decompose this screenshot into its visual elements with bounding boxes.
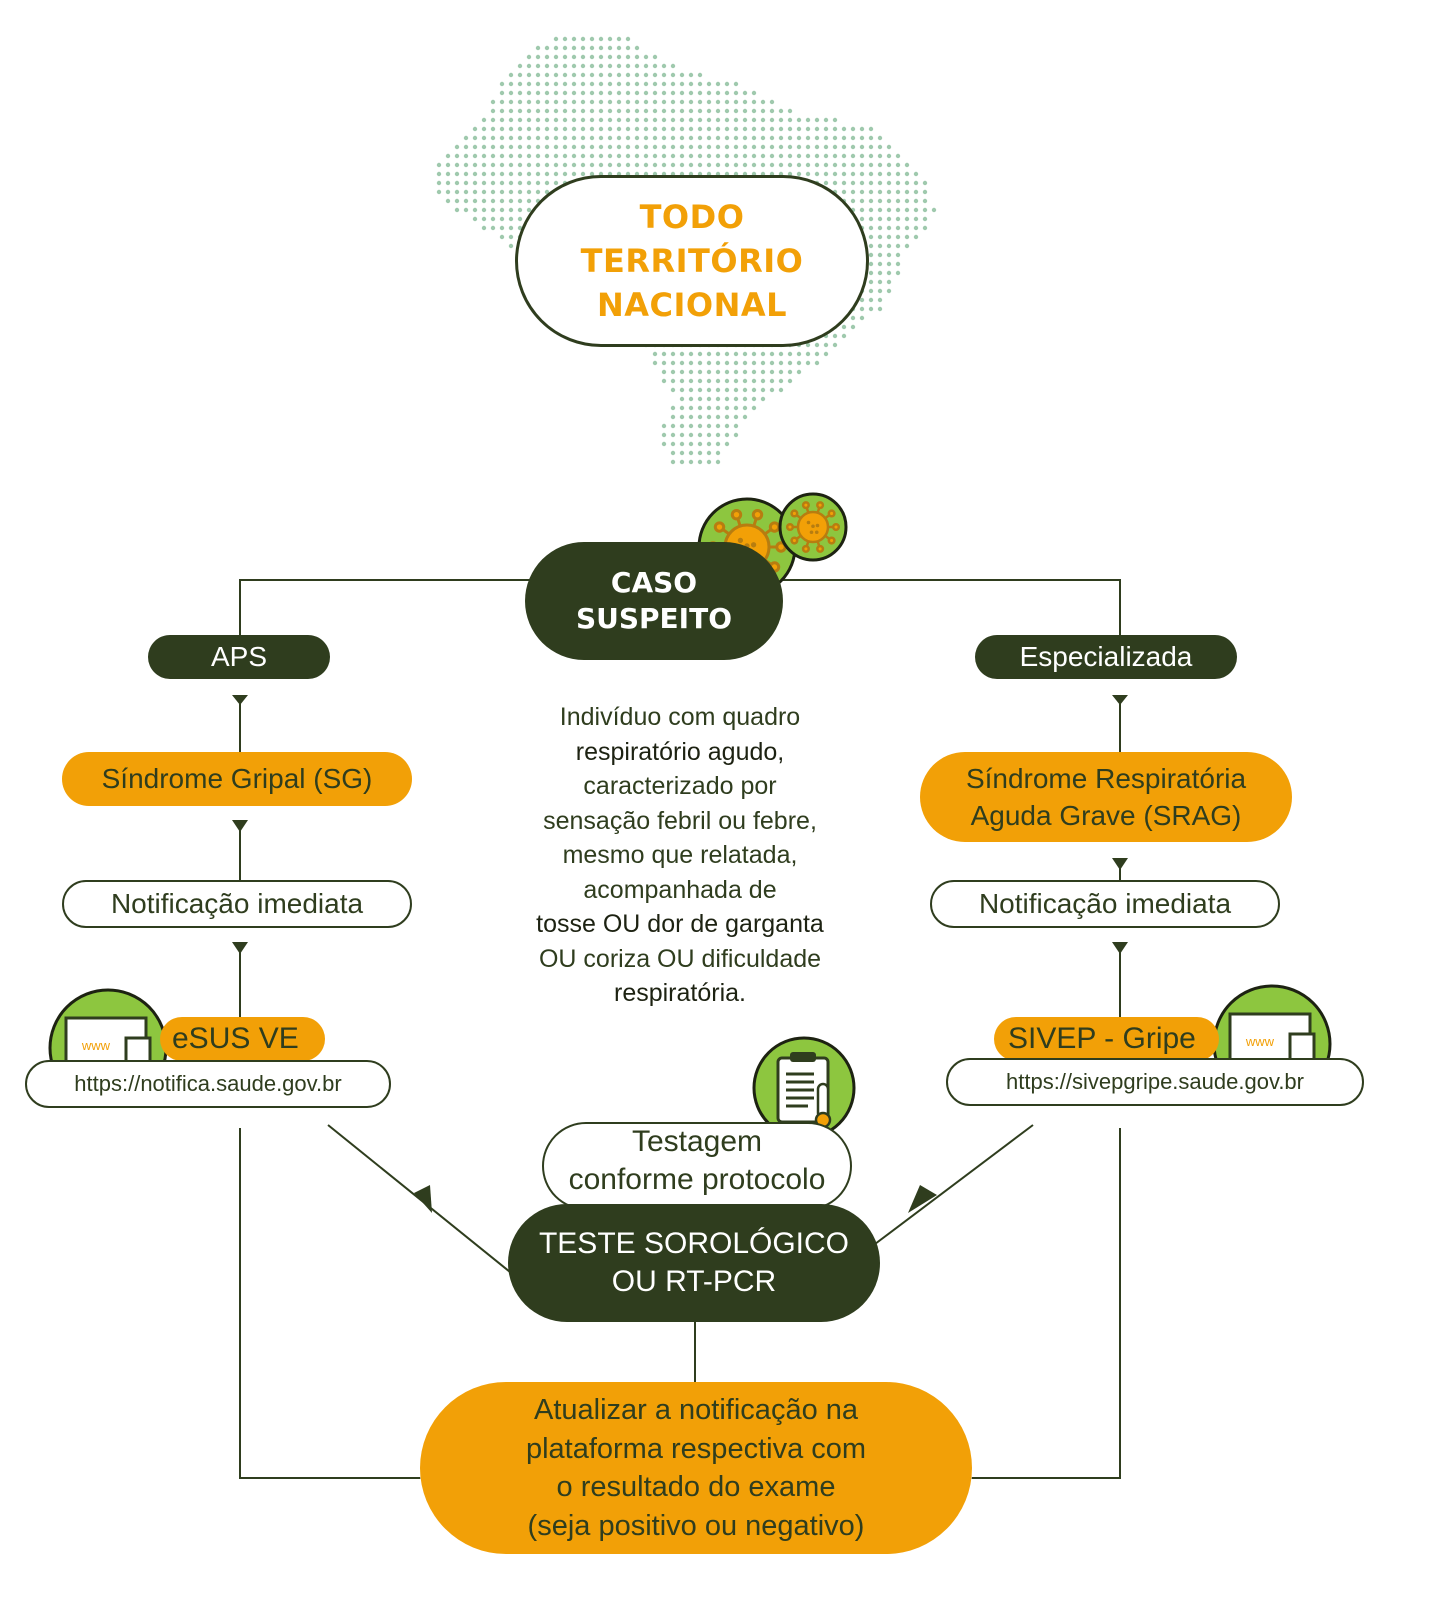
sivep-url-link[interactable]: https://sivepgripe.saude.gov.br [946,1058,1364,1106]
suspect-case-line: SUSPEITO [575,602,733,635]
title-line: NACIONAL [596,286,788,324]
definition-line: sensação febril ou febre, [543,806,817,835]
esus-url-link[interactable]: https://notifica.saude.gov.br [25,1060,391,1108]
srag-line: Síndrome Respiratória [965,763,1247,794]
definition-line: Indivíduo com quadro [559,703,801,731]
testing-line: Testagem [631,1125,763,1158]
update-line: Atualizar a notificação na [533,1394,859,1426]
title-badge: TODO TERRITÓRIO NACIONAL [515,175,869,347]
aps-branch-label: APS [148,635,330,679]
title-line: TERRITÓRIO [580,242,804,280]
testing-line: conforme protocolo [568,1163,826,1196]
right-notification-node: Notificação imediata [930,880,1280,928]
esus-ve-system-label: eSUS VE [160,1017,325,1061]
definition-line: mesmo que relatada, [562,841,798,869]
update-line: (seja positivo ou negativo) [527,1509,865,1542]
suspect-case-line: CASO [610,566,698,599]
suspect-case-definition: Indivíduo com quadro respiratório agudo,… [510,700,850,1011]
definition-line: acompanhada de [583,875,777,904]
test-type-node: TESTE SOROLÓGICO OU RT-PCR [508,1204,880,1322]
testing-protocol-node: Testagem conforme protocolo [542,1122,852,1210]
update-line: o resultado do exame [556,1471,836,1503]
srag-syndrome-node: Síndrome Respiratória Aguda Grave (SRAG) [920,752,1292,842]
suspect-case-node: CASO SUSPEITO [525,542,783,660]
definition-line: respiratória. [614,979,746,1007]
test-type-line: OU RT-PCR [611,1265,777,1298]
www-label: www [81,1038,111,1053]
sivep-gripe-system-label: SIVEP - Gripe [994,1017,1219,1061]
www-label: www [1245,1034,1275,1049]
srag-line: Aguda Grave (SRAG) [970,800,1242,831]
specialized-branch-label: Especializada [975,635,1237,679]
update-notification-node: Atualizar a notificação na plataforma re… [420,1382,972,1554]
update-line: plataforma respectiva com [525,1432,867,1465]
definition-line: respiratório agudo, [575,737,785,766]
left-notification-node: Notificação imediata [62,880,412,928]
definition-line: tosse OU dor de garganta [536,910,824,938]
sg-syndrome-node: Síndrome Gripal (SG) [62,752,412,806]
definition-line: caracterizado por [583,772,777,800]
title-line: TODO [639,198,745,236]
definition-line: OU coriza OU dificuldade [538,944,822,973]
test-type-line: TESTE SOROLÓGICO [538,1227,850,1260]
